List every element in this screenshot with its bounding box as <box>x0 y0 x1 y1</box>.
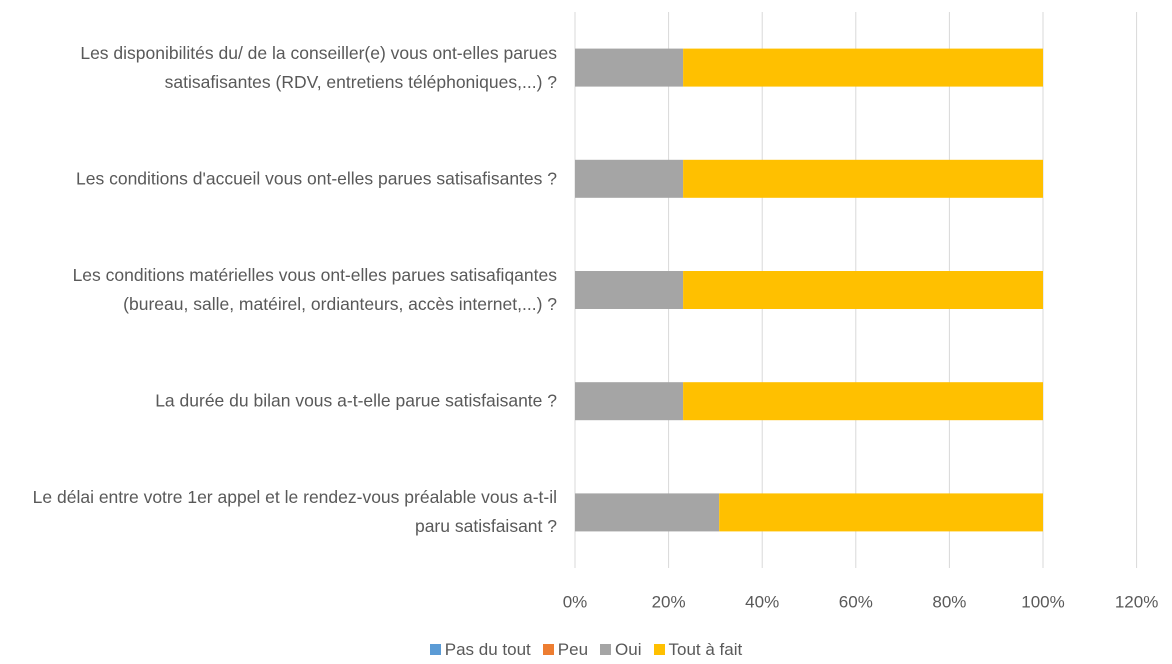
bar-segment <box>683 382 1043 421</box>
legend-item: Pas du tout <box>429 640 531 660</box>
legend-swatch <box>429 644 441 655</box>
category-label: La durée du bilan vous a-t-elle parue sa… <box>155 390 557 411</box>
legend-swatch <box>653 644 665 655</box>
legend-label: Tout à fait <box>668 640 743 659</box>
legend: Pas du tout Peu Oui Tout à fait <box>0 640 1172 660</box>
x-tick-label: 20% <box>652 592 686 611</box>
x-tick-label: 40% <box>745 592 779 611</box>
category-label: Les disponibilités du/ de la conseiller(… <box>80 42 557 92</box>
bar-segment <box>575 271 684 309</box>
x-tick-label: 0% <box>563 592 588 611</box>
legend-label: Oui <box>615 640 642 659</box>
bar-segment <box>719 493 1043 532</box>
legend-item: Oui <box>600 640 642 660</box>
x-tick-label: 80% <box>932 592 966 611</box>
x-tick-label: 100% <box>1021 592 1064 611</box>
bar-segment <box>575 48 684 87</box>
bar-segment <box>575 382 684 421</box>
legend-item: Peu <box>542 640 589 660</box>
bar-segment <box>683 48 1043 87</box>
legend-label: Pas du tout <box>444 640 531 659</box>
bar-segment <box>575 493 720 532</box>
legend-swatch <box>600 644 612 655</box>
bar-segment <box>683 159 1043 198</box>
x-tick-label: 60% <box>839 592 873 611</box>
category-label: Les conditions matérielles vous ont-elle… <box>72 265 557 314</box>
category-label: Les conditions d'accueil vous ont-elles … <box>76 168 557 189</box>
bar-segment <box>683 271 1043 309</box>
legend-swatch <box>542 644 554 655</box>
x-tick-label: 120% <box>1115 592 1158 611</box>
bar-segment <box>575 159 684 198</box>
category-label: Le délai entre votre 1er appel et le ren… <box>32 487 557 537</box>
legend-item: Tout à fait <box>653 640 743 660</box>
legend-label: Peu <box>557 640 589 659</box>
